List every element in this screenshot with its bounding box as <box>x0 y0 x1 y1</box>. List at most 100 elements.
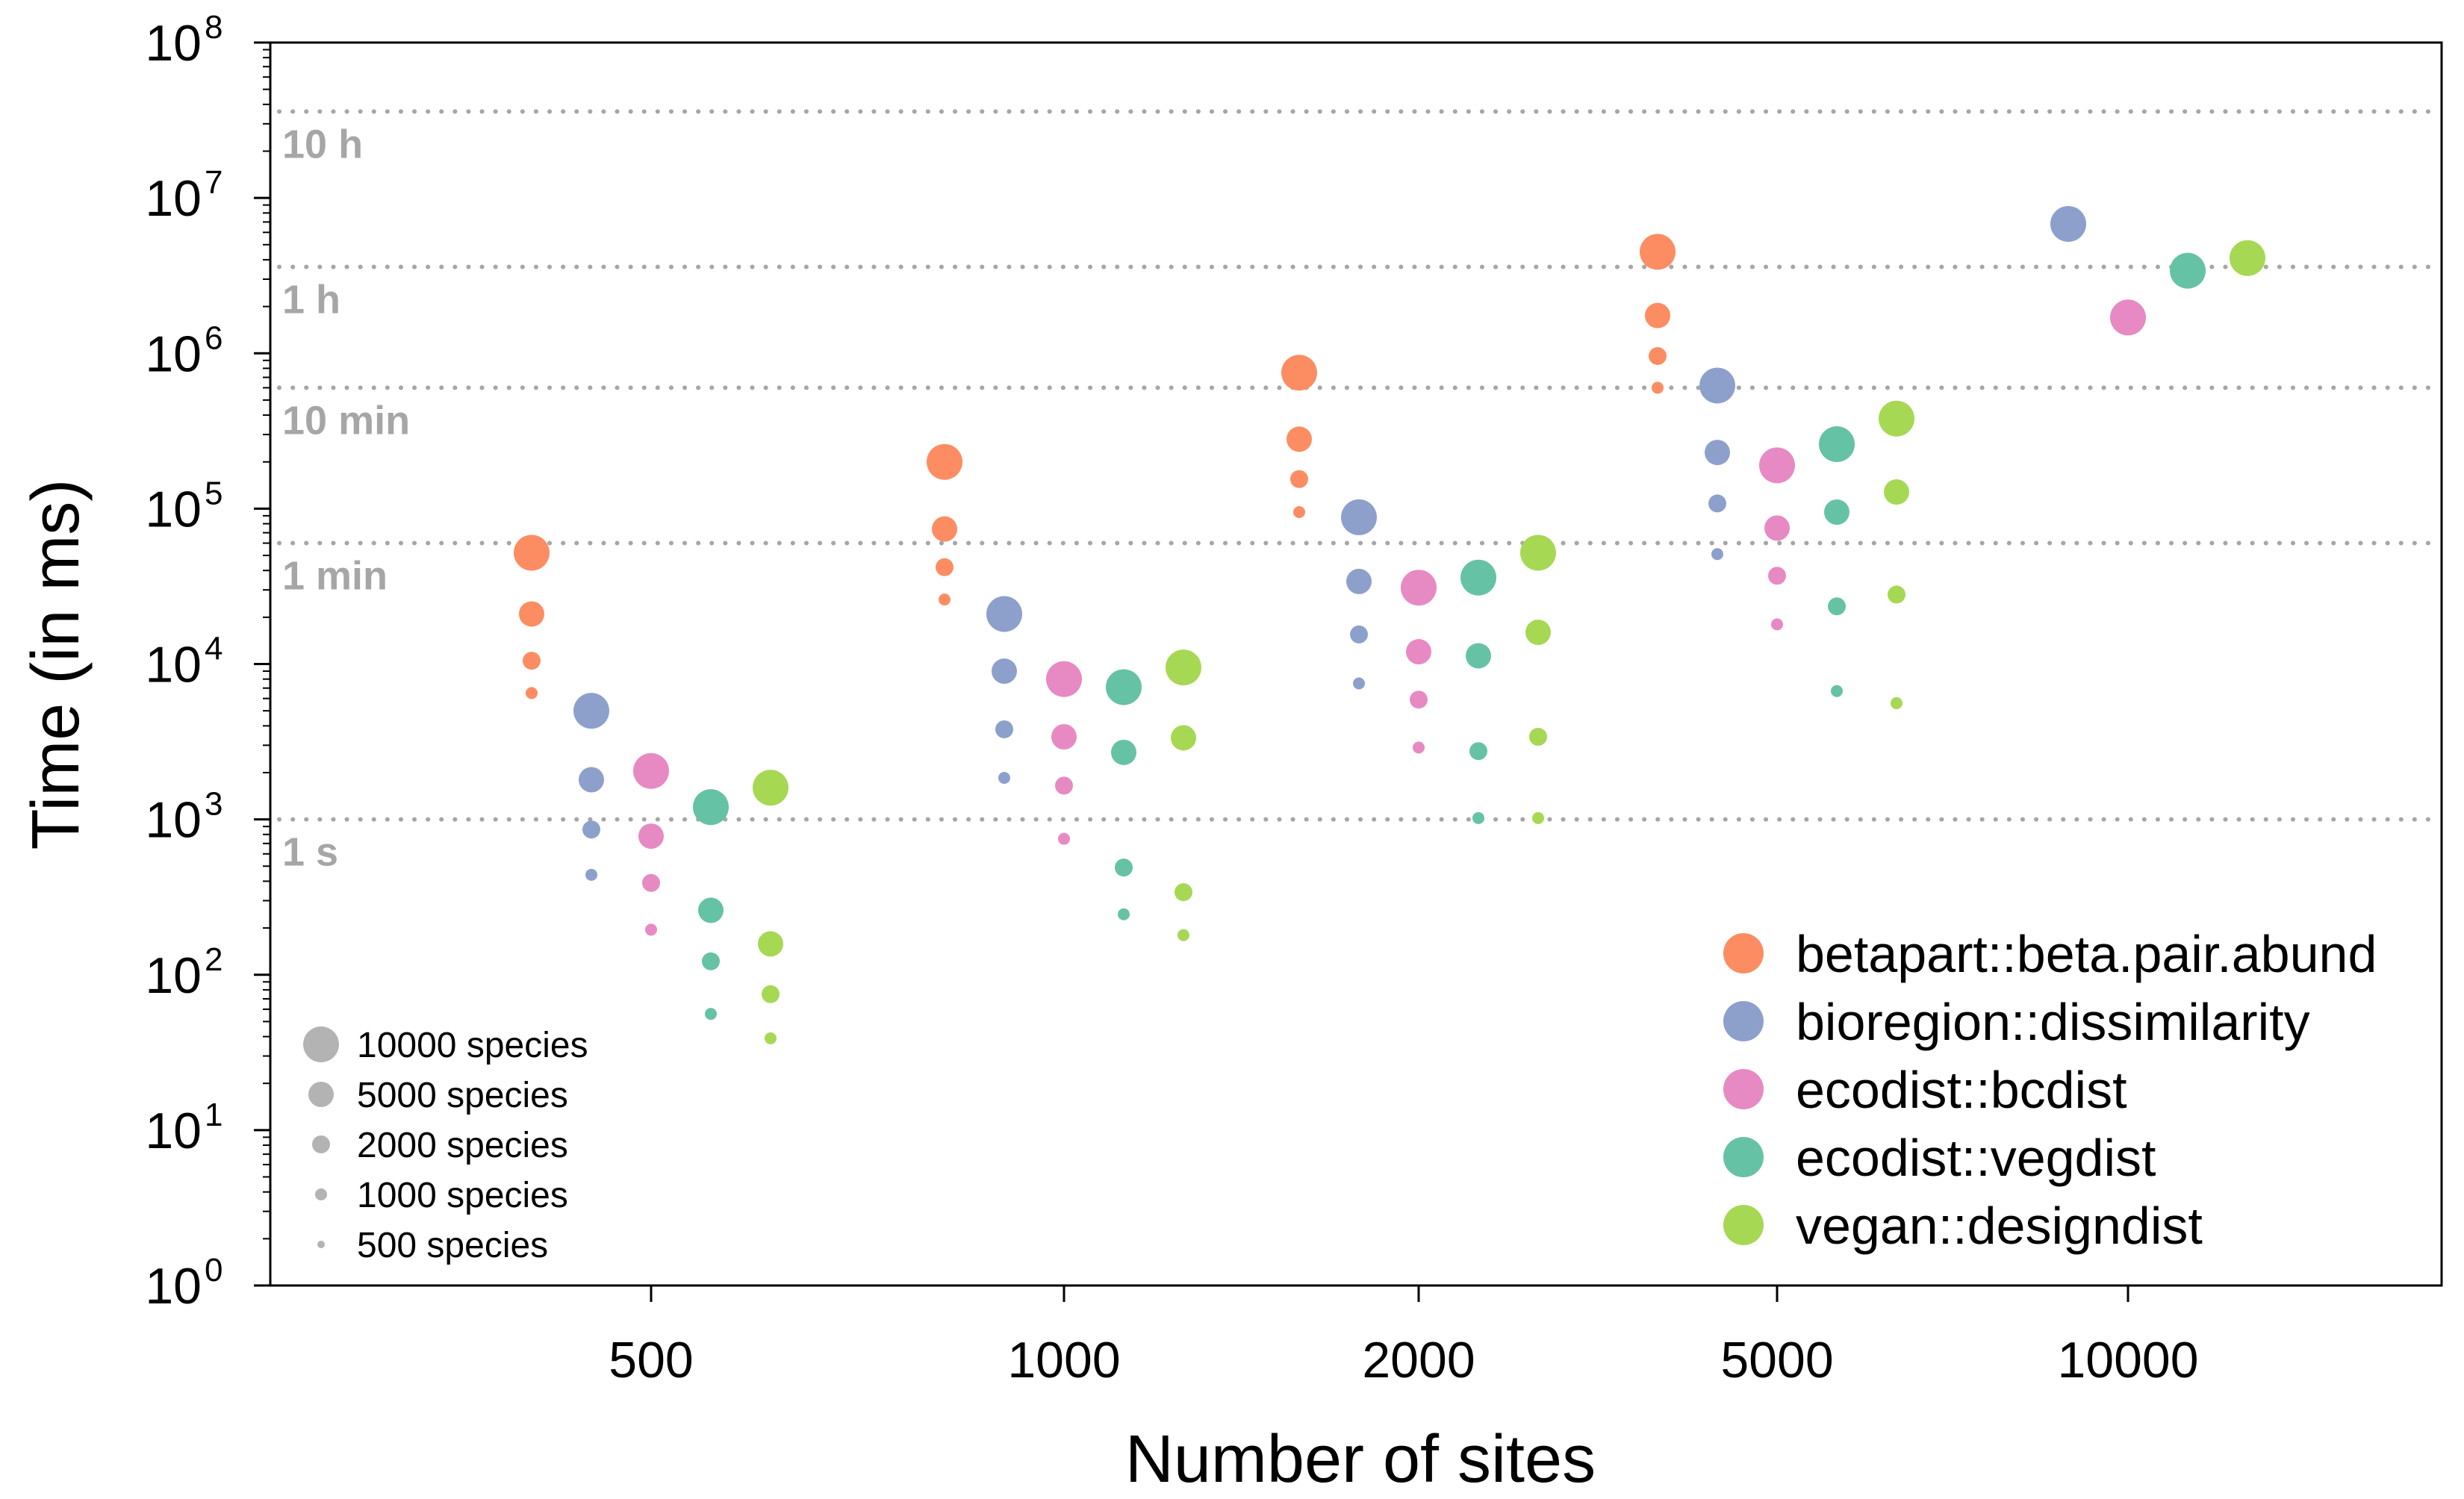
data-point <box>705 1008 717 1020</box>
data-point <box>995 720 1013 738</box>
data-point <box>1645 302 1670 328</box>
legend-label: ecodist::vegdist <box>1796 1129 2156 1187</box>
data-point <box>1469 742 1487 761</box>
data-point <box>753 770 788 806</box>
y-tick-exponent: 8 <box>205 9 223 46</box>
data-point <box>1051 724 1077 750</box>
data-point <box>1287 426 1312 452</box>
data-point <box>1879 400 1914 437</box>
y-tick-label: 10 <box>145 792 202 849</box>
size-legend-label: 1000 species <box>357 1176 568 1215</box>
data-point <box>523 652 541 670</box>
legend-label: bioregion::dissimilarity <box>1796 993 2310 1051</box>
data-point <box>573 693 609 729</box>
reference-line-label: 1 min <box>282 554 388 599</box>
data-point <box>702 952 720 970</box>
y-axis-title: Time (in ms) <box>19 479 93 850</box>
data-point <box>932 516 957 542</box>
data-point <box>519 601 544 627</box>
data-point <box>1175 883 1192 902</box>
legend-marker <box>1723 933 1764 973</box>
data-point <box>585 868 597 881</box>
data-point <box>582 820 600 839</box>
y-tick-exponent: 0 <box>205 1252 223 1288</box>
x-axis-title: Number of sites <box>1125 1422 1596 1497</box>
reference-line-label: 10 h <box>282 122 363 166</box>
data-point <box>2170 252 2206 289</box>
reference-line-label: 1 s <box>282 830 338 875</box>
data-point <box>1891 696 1903 709</box>
data-point <box>762 985 780 1003</box>
data-point <box>633 752 669 789</box>
y-tick-label: 10 <box>145 481 202 537</box>
size-legend-marker <box>308 1082 334 1107</box>
data-point <box>579 767 604 793</box>
y-tick-exponent: 3 <box>205 786 223 823</box>
data-point <box>1290 470 1308 488</box>
data-point <box>1649 346 1667 365</box>
data-point <box>1888 585 1905 604</box>
size-legend-marker <box>312 1135 330 1153</box>
size-legend: 10000 species 5000 species 2000 species 100… <box>303 1026 588 1265</box>
x-tick-label: 1000 <box>1007 1332 1120 1389</box>
data-point <box>1884 479 1909 505</box>
data-point <box>1764 515 1790 541</box>
data-point <box>765 1032 777 1044</box>
data-point <box>1708 494 1726 513</box>
data-point <box>1177 929 1189 941</box>
data-point <box>1118 908 1130 920</box>
data-point <box>1532 811 1544 824</box>
data-point <box>992 658 1017 685</box>
y-tick-label: 10 <box>145 1258 202 1315</box>
x-tick-label: 5000 <box>1720 1332 1833 1389</box>
data-points <box>514 205 2265 1044</box>
data-point <box>2050 205 2086 242</box>
data-point <box>1472 811 1484 824</box>
y-tick-label: 10 <box>145 1103 202 1159</box>
data-point <box>1771 618 1783 631</box>
data-point <box>1529 728 1547 747</box>
data-point <box>1652 381 1664 394</box>
reference-line-label: 1 h <box>282 277 340 322</box>
data-point <box>1819 426 1855 463</box>
y-tick-label: 10 <box>145 170 202 227</box>
y-tick-label: 10 <box>145 15 202 72</box>
y-tick-label: 10 <box>145 325 202 382</box>
data-point <box>2230 240 2265 276</box>
data-point <box>1058 832 1070 845</box>
x-tick-label: 500 <box>609 1332 693 1389</box>
y-tick-exponent: 6 <box>205 320 223 356</box>
data-point <box>1410 691 1428 709</box>
size-legend-marker <box>303 1026 339 1062</box>
x-tick-label: 2000 <box>1362 1332 1475 1389</box>
data-point <box>1406 639 1431 665</box>
data-point <box>1293 506 1305 519</box>
data-point <box>1828 597 1846 616</box>
data-point <box>1520 535 1556 571</box>
x-axis: 500 1000 2000 5000 10000 <box>609 1285 2199 1389</box>
data-point <box>1346 568 1372 594</box>
legend-label: vegan::designdist <box>1796 1197 2203 1255</box>
data-point <box>1466 643 1491 669</box>
legend-marker <box>1723 1205 1764 1245</box>
data-point <box>939 593 951 606</box>
data-point <box>1824 499 1849 526</box>
data-point <box>638 823 664 850</box>
y-tick-exponent: 4 <box>205 631 223 667</box>
data-point <box>645 923 657 936</box>
data-point <box>927 443 962 480</box>
y-tick-exponent: 1 <box>205 1097 223 1133</box>
data-point <box>693 789 729 826</box>
series-legend: betapart::beta.pair.abundbioregion::diss… <box>1723 925 2377 1255</box>
size-legend-label: 500 species <box>357 1226 548 1265</box>
data-point <box>1705 440 1730 466</box>
data-point <box>1759 447 1795 484</box>
data-point <box>1111 739 1136 765</box>
data-point <box>1166 649 1201 686</box>
legend-marker <box>1723 1001 1764 1041</box>
size-legend-label: 10000 species <box>357 1026 588 1065</box>
y-tick-exponent: 7 <box>205 164 223 201</box>
data-point <box>1525 620 1551 646</box>
data-point <box>758 931 783 957</box>
